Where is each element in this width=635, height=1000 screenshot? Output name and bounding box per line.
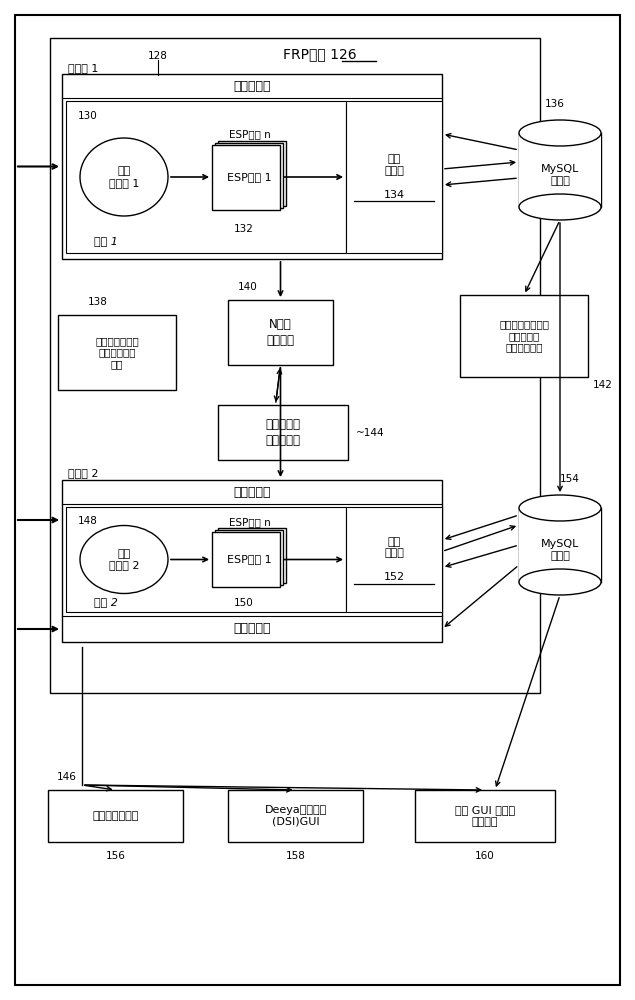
Text: 150: 150 (234, 597, 254, 607)
Text: 文件
同步器 2: 文件 同步器 2 (109, 549, 139, 570)
Text: 针对在线数据访问
和可视化的
在线网页工具: 针对在线数据访问 和可视化的 在线网页工具 (499, 319, 549, 353)
Bar (415, 790, 555, 842)
Bar (66, 101, 346, 253)
Bar (218, 405, 348, 460)
Text: N元组
根数据库: N元组 根数据库 (267, 318, 295, 347)
Text: 液流蓄电池
模型和预测: 液流蓄电池 模型和预测 (265, 418, 300, 446)
Text: 数据获取器: 数据获取器 (233, 487, 271, 499)
Text: 130: 130 (78, 111, 98, 121)
Bar (62, 74, 442, 259)
Text: MySQL
数据库: MySQL 数据库 (541, 539, 579, 561)
Bar (215, 142, 283, 208)
Text: ~144: ~144 (356, 428, 385, 438)
Text: 标准报告曲线、
概要、消费者
数据: 标准报告曲线、 概要、消费者 数据 (95, 336, 139, 369)
Text: 158: 158 (286, 851, 305, 861)
Bar (346, 507, 442, 612)
Bar (519, 508, 601, 582)
Text: 数据
获取器: 数据 获取器 (384, 537, 404, 558)
Bar (212, 144, 280, 210)
Bar (346, 101, 442, 253)
Bar (58, 315, 176, 390)
Text: FRP系统 126: FRP系统 126 (283, 47, 356, 61)
Text: 服务器 2: 服务器 2 (68, 468, 98, 478)
Text: 138: 138 (88, 297, 108, 307)
Text: 152: 152 (384, 572, 404, 582)
Text: 136: 136 (545, 99, 565, 109)
Bar (218, 140, 286, 206)
Text: 位置 1: 位置 1 (94, 236, 118, 246)
Ellipse shape (80, 138, 168, 216)
Ellipse shape (519, 495, 601, 521)
Text: 146: 146 (57, 772, 77, 782)
Text: 142: 142 (593, 380, 613, 390)
Text: 156: 156 (105, 851, 126, 861)
Text: 132: 132 (234, 224, 254, 234)
Bar (519, 133, 601, 207)
Bar (228, 300, 333, 365)
Ellipse shape (519, 569, 601, 595)
Bar (215, 530, 283, 585)
Bar (519, 133, 601, 207)
Bar (218, 528, 286, 583)
Text: 文件
同步器 1: 文件 同步器 1 (109, 166, 139, 188)
Text: 148: 148 (78, 516, 98, 526)
Bar (519, 508, 601, 582)
Text: 134: 134 (384, 190, 404, 200)
Bar (460, 295, 588, 377)
Text: Deeya系统信息
(DSI)GUI: Deeya系统信息 (DSI)GUI (264, 805, 326, 827)
Bar (62, 480, 442, 642)
Text: ESP文件 1: ESP文件 1 (227, 554, 271, 564)
Text: 位置 2: 位置 2 (94, 597, 118, 607)
Text: 154: 154 (560, 474, 580, 484)
Bar (66, 507, 346, 612)
Text: 服务器 1: 服务器 1 (68, 63, 98, 73)
Text: 160: 160 (475, 851, 495, 861)
Bar (212, 532, 280, 587)
Ellipse shape (519, 120, 601, 146)
Text: 128: 128 (148, 51, 168, 61)
Text: 消费者入口网关: 消费者入口网关 (92, 811, 138, 821)
Text: 数据
获取器: 数据 获取器 (384, 154, 404, 176)
Text: ESP文件 n: ESP文件 n (229, 129, 271, 139)
Text: ESP文件 n: ESP文件 n (229, 517, 271, 527)
Bar (50, 38, 540, 693)
Bar (48, 790, 183, 842)
Ellipse shape (519, 194, 601, 220)
Text: 数据获取器: 数据获取器 (233, 622, 271, 636)
Ellipse shape (80, 526, 168, 593)
Text: 在线 GUI 操作员
始终观看: 在线 GUI 操作员 始终观看 (455, 805, 515, 827)
Text: 数据获取器: 数据获取器 (233, 81, 271, 94)
Text: MySQL
数据库: MySQL 数据库 (541, 164, 579, 186)
Text: 140: 140 (238, 282, 258, 292)
Bar (228, 790, 363, 842)
Text: ESP文件 1: ESP文件 1 (227, 172, 271, 182)
